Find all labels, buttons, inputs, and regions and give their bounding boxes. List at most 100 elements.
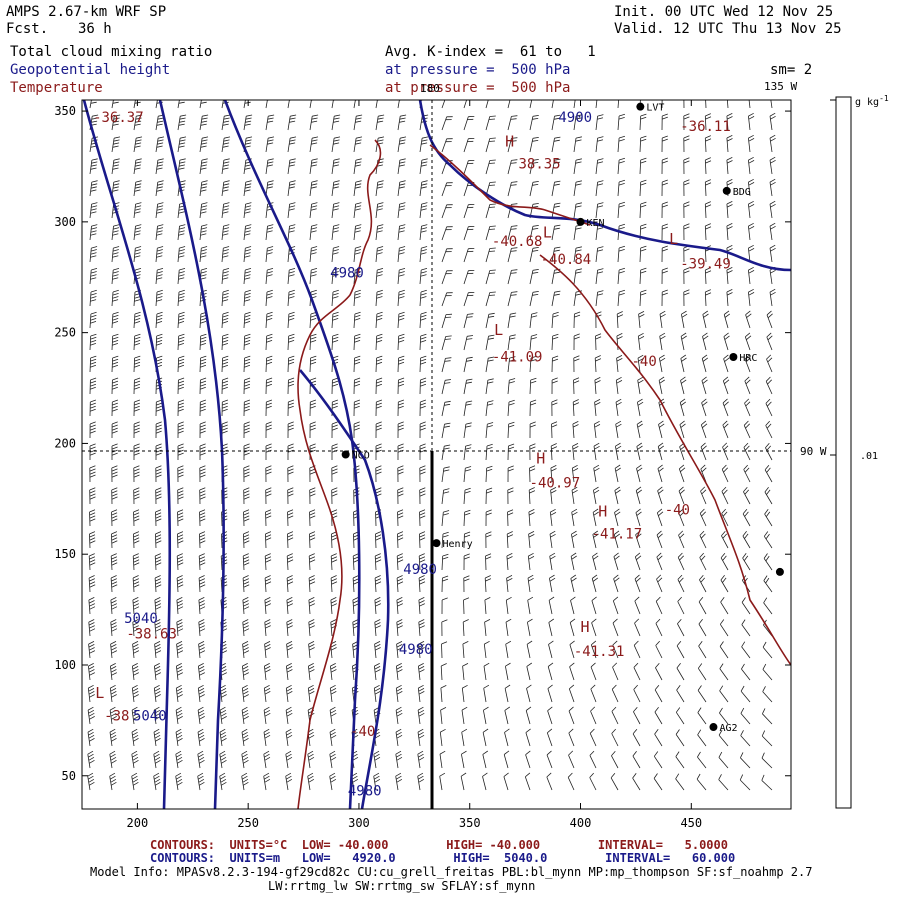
wind-barb xyxy=(397,289,405,307)
wind-barb xyxy=(485,100,489,109)
wind-barb xyxy=(285,706,293,725)
wind-barb xyxy=(591,596,597,615)
wind-barb xyxy=(748,266,755,285)
wind-barb xyxy=(419,333,427,351)
wind-barb xyxy=(89,246,98,263)
wind-barb xyxy=(418,575,426,593)
wind-barb xyxy=(177,311,185,329)
wind-barb xyxy=(110,619,118,637)
wind-barb xyxy=(155,399,163,417)
wind-barb xyxy=(243,180,252,197)
wind-barb xyxy=(547,684,553,703)
x-tick-label: 400 xyxy=(570,816,592,830)
meridian-label-180: 180 xyxy=(420,82,440,95)
wind-barb xyxy=(548,618,555,637)
wind-barb xyxy=(331,421,338,439)
x-tick-label: 300 xyxy=(348,816,370,830)
wind-barb xyxy=(726,223,733,241)
wind-barb xyxy=(89,421,96,439)
wind-barb xyxy=(353,224,362,241)
wind-barb xyxy=(551,333,559,351)
wind-barb xyxy=(111,531,118,549)
wind-barb xyxy=(176,641,184,659)
wind-barb xyxy=(154,597,162,615)
height-label: 5040 xyxy=(133,708,167,724)
wind-barb xyxy=(131,750,139,769)
wind-barb xyxy=(330,619,337,637)
station-marker xyxy=(722,186,731,195)
wind-barb xyxy=(309,487,316,505)
wind-barb xyxy=(769,112,776,131)
wind-barb xyxy=(769,178,776,197)
wind-barb xyxy=(287,377,295,395)
wind-barb xyxy=(527,574,534,593)
wind-barb xyxy=(592,552,599,571)
wind-barb xyxy=(242,619,250,637)
x-tick-label: 350 xyxy=(459,816,481,830)
wind-barb xyxy=(742,508,751,527)
wind-barb xyxy=(632,728,641,747)
wind-barb xyxy=(419,180,428,197)
height-contour-5040-west xyxy=(82,100,172,809)
wind-barb xyxy=(570,596,576,615)
wind-barb xyxy=(177,202,186,219)
wind-barb xyxy=(418,553,426,571)
wind-barb xyxy=(177,487,184,505)
wind-barb xyxy=(198,619,206,637)
wind-barb xyxy=(611,706,619,725)
wind-barb xyxy=(263,706,271,725)
wind-barb xyxy=(441,597,448,615)
wind-barb xyxy=(375,465,382,483)
wind-barb xyxy=(133,443,140,460)
wind-barb xyxy=(503,772,509,791)
y-tick-label: 200 xyxy=(54,436,76,450)
wind-barb xyxy=(635,508,642,527)
wind-barb xyxy=(699,574,707,593)
wind-barb xyxy=(463,356,473,373)
wind-barb xyxy=(761,774,773,791)
wind-barb xyxy=(132,575,140,593)
wind-barb xyxy=(677,574,685,593)
wind-barb xyxy=(507,378,516,395)
wind-barb xyxy=(308,597,315,615)
wind-barb xyxy=(375,531,382,549)
wind-barb xyxy=(374,553,382,571)
wind-barb xyxy=(265,311,273,329)
wind-barb xyxy=(616,333,623,351)
wind-barb xyxy=(463,160,475,175)
wind-barb xyxy=(639,267,647,285)
wind-barb xyxy=(395,728,403,747)
wind-barb xyxy=(527,596,534,615)
wind-barb xyxy=(131,772,139,791)
wind-barb xyxy=(155,246,164,263)
wind-barb xyxy=(748,222,755,241)
y-tick-label: 250 xyxy=(54,326,76,340)
wind-barb xyxy=(617,100,620,109)
wind-barb xyxy=(748,244,755,263)
wind-barb xyxy=(309,465,316,483)
wind-barb xyxy=(571,486,578,505)
wind-barb xyxy=(286,597,293,615)
wind-barb xyxy=(770,100,773,109)
wind-barb xyxy=(594,377,601,395)
wind-barb xyxy=(418,597,425,615)
wind-barb xyxy=(243,377,251,395)
wind-barb xyxy=(526,640,533,659)
wind-barb xyxy=(441,444,451,461)
wind-barb xyxy=(111,224,120,241)
wind-barb xyxy=(176,553,184,571)
field-temperature: Temperature xyxy=(10,80,103,96)
wind-barb xyxy=(573,114,582,131)
wind-barb xyxy=(462,641,469,659)
wind-barb xyxy=(331,224,340,241)
wind-barb xyxy=(309,136,319,153)
wind-barb xyxy=(483,684,490,703)
wind-barb xyxy=(88,663,95,681)
wind-barb xyxy=(764,487,773,505)
wind-barb xyxy=(573,202,582,219)
wind-barb xyxy=(589,728,597,747)
wind-barb xyxy=(463,597,470,615)
wind-barb xyxy=(264,553,272,571)
wind-barb xyxy=(485,443,493,461)
wind-barb xyxy=(243,531,250,549)
